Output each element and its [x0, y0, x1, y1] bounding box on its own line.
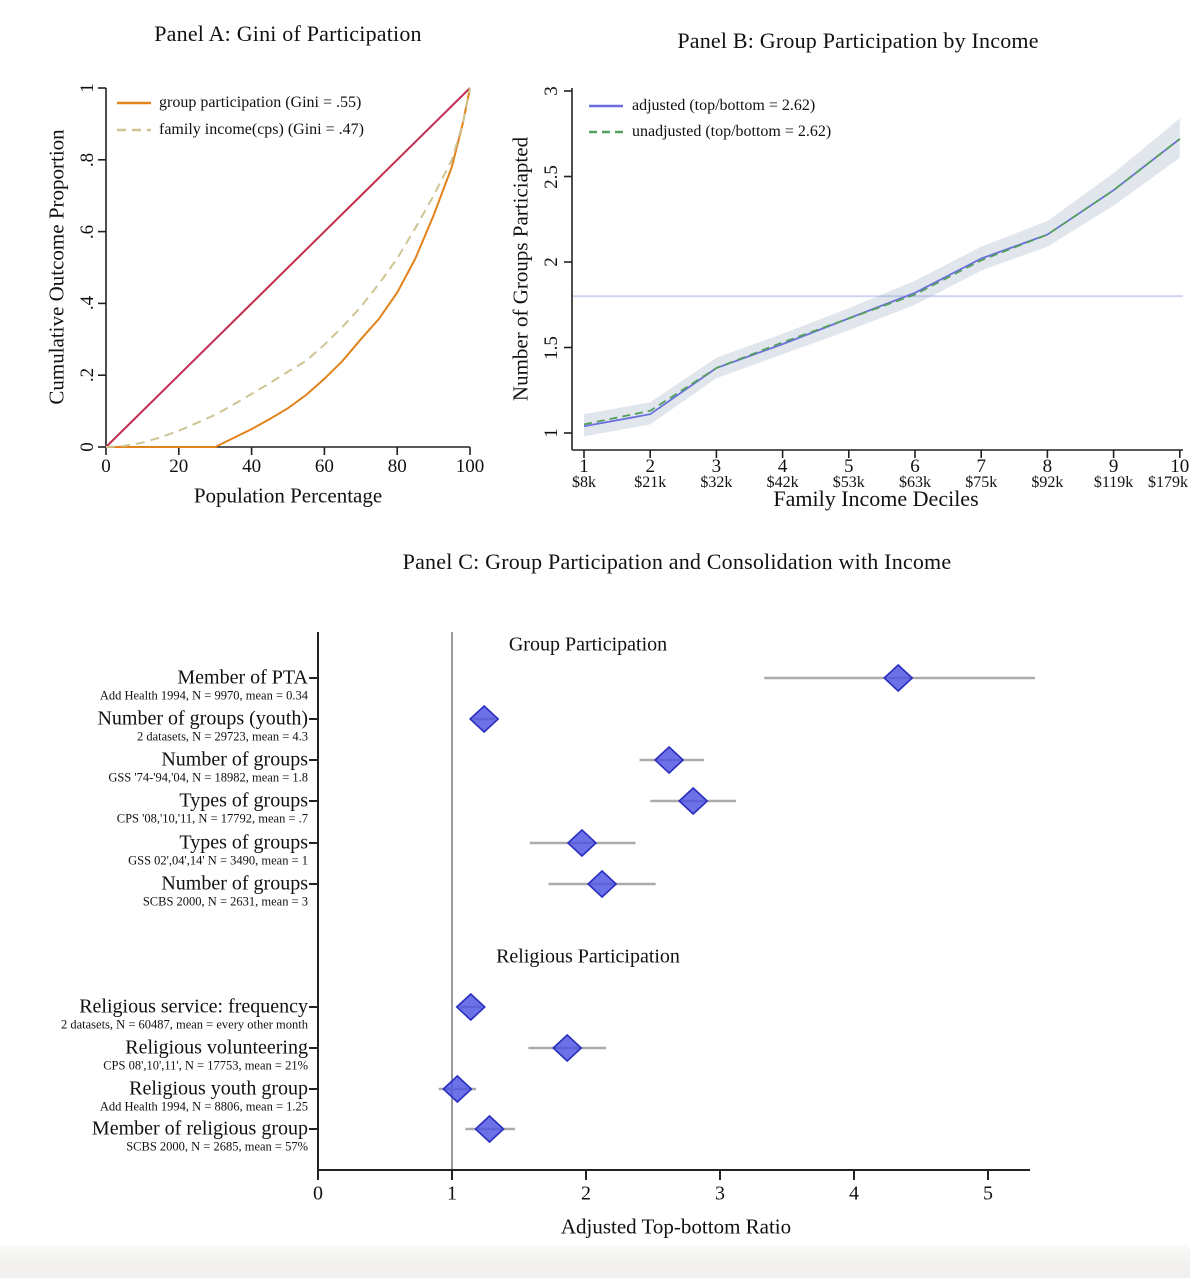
- panel-b-confidence-band: [584, 118, 1180, 437]
- panel-c-x-tick-label: 1: [447, 1182, 457, 1205]
- panel-c-diamond-marker: [552, 1033, 583, 1063]
- panel-b-x-tick-label: 4: [777, 456, 788, 477]
- panel-c-row-sublabel: 2 datasets, N = 60487, mean = every othe…: [60, 1017, 308, 1032]
- panel-a-y-tick-label: .8: [77, 152, 98, 167]
- panel-b-x-tick-label: 8: [1042, 456, 1053, 477]
- panel-b-x-tick-label: 2: [645, 456, 655, 477]
- panel-b-x-tick-label: 6: [910, 456, 920, 477]
- panel-c-x-tick-label: 3: [715, 1182, 725, 1205]
- panel-b-y-tick-label: 1: [541, 428, 562, 438]
- panel-a-series-group: [106, 87, 471, 448]
- panel-b-y-tick-label: 2: [541, 257, 562, 267]
- panel-c-x-tick-label: 0: [313, 1182, 323, 1205]
- panel-c-diamond-marker: [653, 745, 685, 775]
- panel-b-x-tick-label: 1: [579, 456, 589, 477]
- panel-b-legend-entry-adjusted: adjusted (top/bottom = 2.62): [632, 97, 816, 114]
- panel-b-x-tick-sublabel: $119k: [1093, 474, 1134, 491]
- panel-c-row-sublabel: Add Health 1994, N = 9970, mean = 0.34: [99, 688, 308, 703]
- panel-c-row-label: Number of groups: [161, 748, 308, 771]
- panel-c-section-header-group: Group Participation: [508, 633, 668, 656]
- panel-c-x-tick-label: 4: [849, 1182, 859, 1205]
- panel-a-y-tick-label: 1: [77, 83, 98, 93]
- panel-c-diamond-marker: [474, 1114, 505, 1144]
- panel-b-x-tick-sublabel: $75k: [965, 474, 998, 491]
- panel-b-x-axis-title: Family Income Deciles: [773, 486, 979, 511]
- panel-c-diamond-marker: [468, 704, 500, 734]
- panel-c-diamond-marker: [442, 1074, 473, 1104]
- panel-a-x-tick-label: 40: [242, 456, 262, 477]
- page-bottom-band: [0, 1245, 1190, 1278]
- panel-c-row-label: Religious volunteering: [125, 1036, 308, 1059]
- panel-c-row-label: Types of groups: [179, 789, 308, 812]
- panel-c-row-label: Member of PTA: [177, 666, 308, 689]
- panel-c-row-label: Types of groups: [179, 831, 308, 854]
- panel-a-legend-entry-group-participation: group participation (Gini = .55): [159, 94, 362, 111]
- panel-a-x-tick-label: 0: [101, 456, 111, 477]
- panel-c-diamond-marker: [455, 992, 486, 1022]
- panel-a-y-tick-label: .4: [77, 296, 98, 311]
- panel-a-y-axis-title: Cumulative Outcome Proportion: [44, 129, 69, 405]
- panel-a-y-tick-label: 0: [77, 442, 98, 452]
- panel-c-x-axis-title: Adjusted Top-bottom Ratio: [560, 1214, 792, 1239]
- panel-c-x-tick-label: 2: [581, 1182, 591, 1205]
- panel-b-x-tick-sublabel: $179k: [1148, 474, 1188, 491]
- panel-b-x-tick-sublabel: $8k: [572, 474, 596, 491]
- panel-b-x-tick-sublabel: $63k: [899, 474, 931, 491]
- panel-b-y-axis-title: Number of Groups Particiapted: [508, 136, 533, 402]
- panel-c-row-sublabel: SCBS 2000, N = 2631, mean = 3: [142, 894, 308, 909]
- panel-a-y-tick-label: .2: [77, 368, 98, 383]
- panel-b-series-adjusted: [583, 138, 1181, 428]
- panel-b-legend-entry-unadjusted: unadjusted (top/bottom = 2.62): [632, 123, 832, 140]
- panel-b-x-tick-sublabel: $42k: [766, 474, 799, 491]
- panel-c-diamond-marker: [678, 786, 709, 816]
- panel-c-row-sublabel: GSS 02',04',14' N = 3490, mean = 1: [128, 853, 308, 868]
- panel-a-legend-entry-family-income: family income(cps) (Gini = .47): [159, 121, 364, 138]
- panel-c-diamond-marker: [566, 828, 598, 858]
- panel-c-title: Panel C: Group Participation and Consoli…: [402, 549, 952, 574]
- panel-c-diamond-marker: [586, 869, 618, 899]
- panel-c-row-label: Number of groups (youth): [97, 707, 308, 730]
- panel-b-x-tick-sublabel: $21k: [634, 474, 667, 491]
- panel-b-series-unadjusted: [583, 138, 1181, 426]
- panel-b-x-tick-label: 9: [1108, 456, 1119, 477]
- panel-b-title: Panel B: Group Participation by Income: [677, 28, 1039, 53]
- panel-a-x-tick-label: 80: [387, 456, 407, 477]
- panel-c-row-label: Religious youth group: [129, 1077, 308, 1100]
- panel-a-title: Panel A: Gini of Participation: [154, 21, 422, 46]
- panel-b-x-tick-label: 10: [1170, 456, 1190, 477]
- panel-a-y-tick-label: .6: [77, 224, 98, 239]
- panel-a-x-tick-label: 60: [314, 456, 334, 477]
- panel-b-x-tick-label: 3: [711, 456, 722, 477]
- panel-b-y-tick-label: 3: [541, 86, 562, 96]
- panel-c-row-sublabel: 2 datasets, N = 29723, mean = 4.3: [136, 729, 308, 744]
- panel-b-x-tick-label: 7: [976, 456, 986, 477]
- panel-c-section-header-religious: Religious Participation: [496, 945, 680, 968]
- panel-b-x-tick-sublabel: $53k: [832, 474, 865, 491]
- panel-c-row-sublabel: GSS '74-'94,'04, N = 18982, mean = 1.8: [108, 770, 308, 785]
- panel-c-row-label: Religious service: frequency: [79, 995, 308, 1018]
- panel-b-x-tick-sublabel: $92k: [1031, 474, 1064, 491]
- panel-c-row-sublabel: SCBS 2000, N = 2685, mean = 57%: [126, 1139, 308, 1154]
- panel-c-row-label: Member of religious group: [91, 1117, 308, 1140]
- panel-a-x-tick-label: 20: [169, 456, 189, 477]
- panel-b-x-tick-label: 5: [844, 456, 854, 477]
- panel-b-y-tick-label: 1.5: [541, 335, 562, 360]
- panel-c-row-label: Number of groups: [161, 872, 308, 895]
- panel-c-row-sublabel: CPS 08',10',11', N = 17753, mean = 21%: [103, 1058, 308, 1073]
- panel-c-row-sublabel: Add Health 1994, N = 8806, mean = 1.25: [99, 1099, 308, 1114]
- panel-c-x-tick-label: 5: [983, 1182, 993, 1205]
- panel-b-x-tick-sublabel: $32k: [700, 474, 733, 491]
- panel-a-x-axis-title: Population Percentage: [193, 483, 383, 508]
- panel-a-series-family: [105, 87, 471, 448]
- panel-a-series-equality: [105, 87, 471, 448]
- panel-c-row-sublabel: CPS '08,'10,'11, N = 17792, mean = .7: [116, 811, 308, 826]
- panel-a-x-tick-label: 100: [455, 456, 485, 477]
- panel-b-y-tick-label: 2.5: [541, 164, 562, 189]
- panel-c-diamond-marker: [883, 663, 914, 693]
